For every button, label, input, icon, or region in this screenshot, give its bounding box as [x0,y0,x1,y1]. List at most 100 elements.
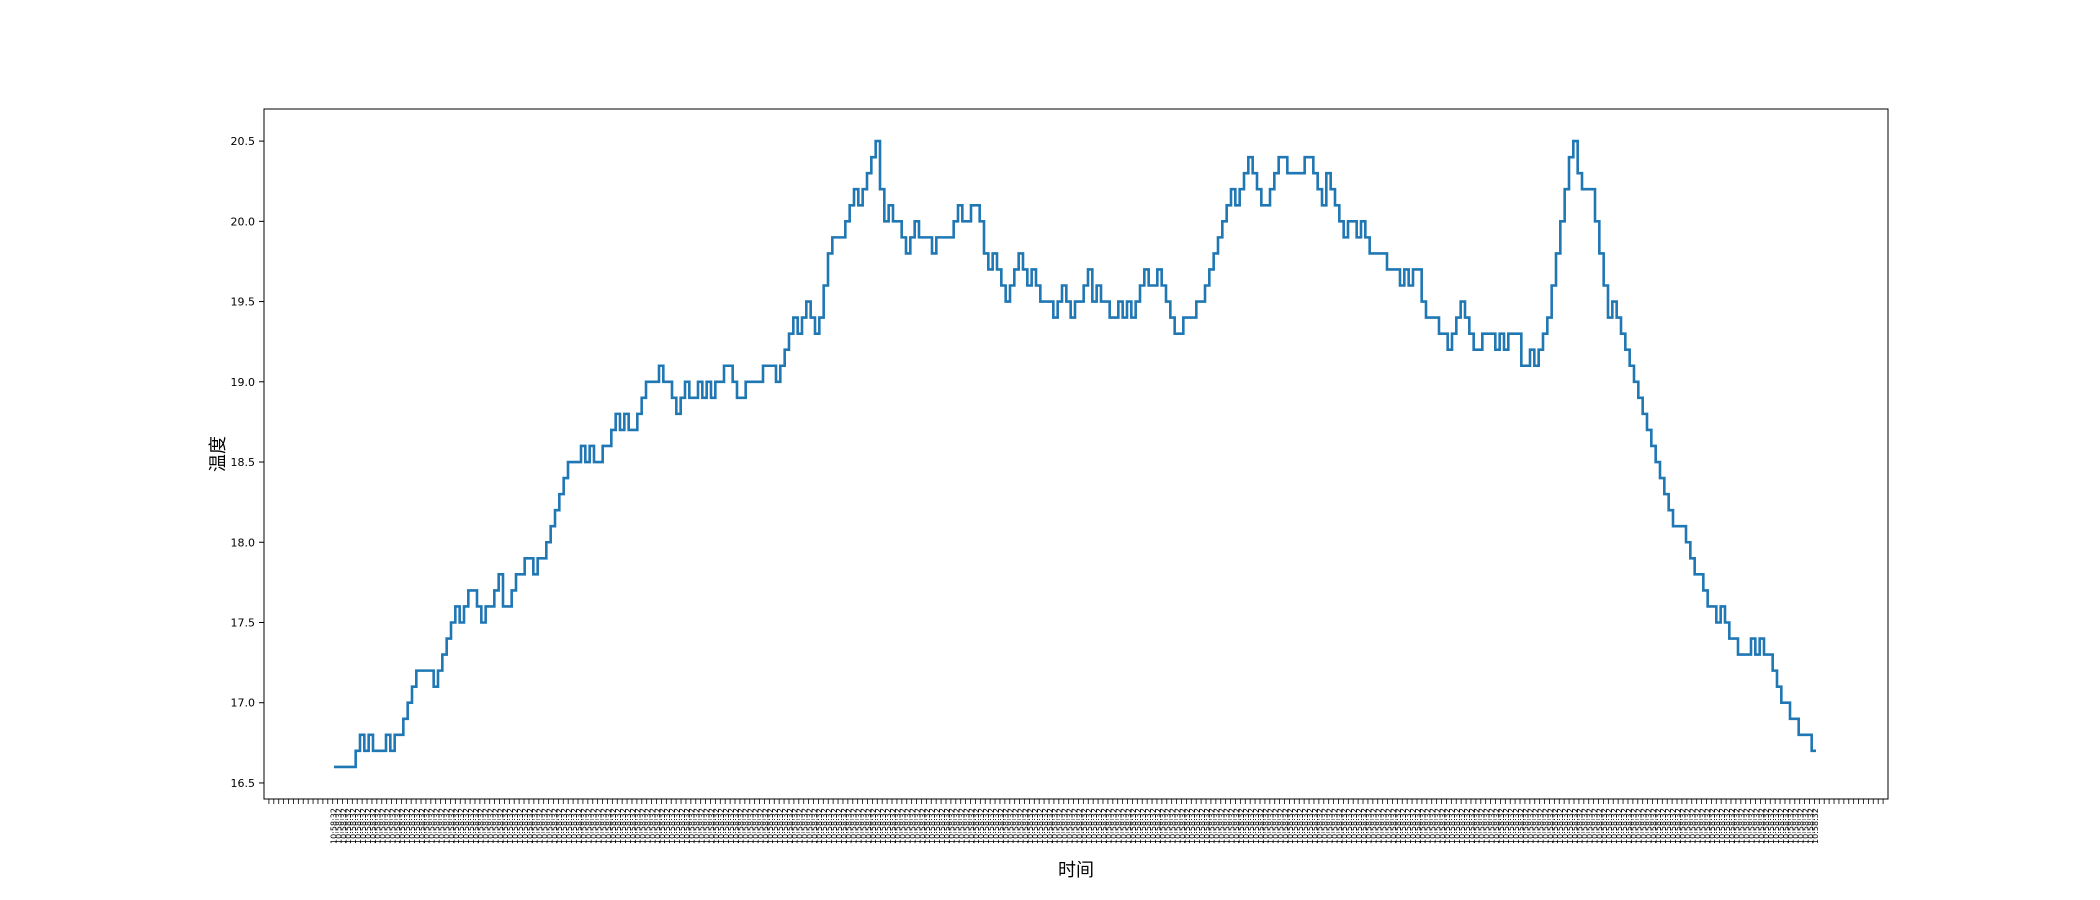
x-tick-label: 10:58:32 [1350,808,1359,844]
x-tick-label: 10:58:32 [1213,808,1222,844]
x-tick-label: 10:58:32 [722,808,731,844]
x-tick-label: 10:58:32 [1375,808,1384,844]
x-tick-label: 10:58:32 [369,808,378,844]
x-tick-label: 10:58:32 [1016,808,1025,844]
x-tick-label: 10:58:32 [1532,808,1541,844]
x-tick-label: 10:58:32 [1164,808,1173,844]
x-tick-label: 10:58:32 [712,808,721,844]
x-tick-label: 10:58:32 [1139,808,1148,844]
x-tick-label: 10:58:32 [354,808,363,844]
x-tick-label: 10:58:32 [1551,808,1560,844]
x-tick-label: 10:58:32 [1257,808,1266,844]
x-tick-label: 10:58:32 [496,808,505,844]
x-tick-label: 10:58:32 [1340,808,1349,844]
y-tick-label: 20.0 [231,215,256,228]
x-tick-label: 10:58:32 [516,808,525,844]
x-tick-label: 10:58:32 [1762,808,1771,844]
x-tick-label: 10:58:32 [585,808,594,844]
x-tick-label: 10:58:32 [1586,808,1595,844]
x-tick-label: 10:58:32 [805,808,814,844]
x-tick-label: 10:58:32 [1046,808,1055,844]
x-tick-label: 10:58:32 [1801,808,1810,844]
x-tick-label: 10:58:32 [997,808,1006,844]
x-tick-label: 10:58:32 [1272,808,1281,844]
x-tick-label: 10:58:32 [727,808,736,844]
x-tick-label: 10:58:32 [1065,808,1074,844]
x-tick-label: 10:58:32 [1262,808,1271,844]
x-tick-label: 10:58:32 [1394,808,1403,844]
x-tick-label: 10:58:32 [550,808,559,844]
x-tick-label: 10:58:32 [688,808,697,844]
x-tick-label: 10:58:32 [1296,808,1305,844]
x-tick-label: 10:58:32 [1036,808,1045,844]
x-tick-label: 10:58:32 [1325,808,1334,844]
x-tick-label: 10:58:32 [766,808,775,844]
x-tick-label: 10:58:32 [1468,808,1477,844]
x-tick-label: 10:58:32 [580,808,589,844]
x-tick-label: 10:58:32 [1433,808,1442,844]
x-tick-label: 10:58:32 [1124,808,1133,844]
x-tick-label: 10:58:32 [1384,808,1393,844]
x-axis-label: 时间 [1058,860,1094,881]
x-tick-label: 10:58:32 [560,808,569,844]
x-tick-label: 10:58:32 [1105,808,1114,844]
x-tick-label: 10:58:32 [1453,808,1462,844]
x-tick-label: 10:58:32 [1522,808,1531,844]
x-tick-label: 10:58:32 [1767,808,1776,844]
x-tick-label: 10:58:32 [521,808,530,844]
x-tick-label: 10:58:32 [776,808,785,844]
x-tick-label: 10:58:32 [1291,808,1300,844]
x-tick-label: 10:58:32 [918,808,927,844]
x-tick-label: 10:58:32 [977,808,986,844]
x-tick-label: 10:58:32 [1370,808,1379,844]
x-tick-label: 10:58:32 [388,808,397,844]
x-tick-label: 10:58:32 [1134,808,1143,844]
x-tick-label: 10:58:32 [629,808,638,844]
x-tick-label: 10:58:32 [634,808,643,844]
x-tick-label: 10:58:32 [1482,808,1491,844]
x-tick-label: 10:58:32 [668,808,677,844]
y-tick-label: 19.5 [231,296,256,309]
x-tick-label: 10:58:32 [1355,808,1364,844]
x-tick-label: 10:58:32 [1738,808,1747,844]
x-tick-label: 10:58:32 [428,808,437,844]
x-tick-label: 10:58:32 [1664,808,1673,844]
x-tick-label: 10:58:32 [1286,808,1295,844]
x-tick-label: 10:58:32 [1193,808,1202,844]
x-tick-label: 10:58:32 [707,808,716,844]
x-tick-label: 10:58:32 [653,808,662,844]
x-tick-label: 10:58:32 [1679,808,1688,844]
x-tick-label: 10:58:32 [1100,808,1109,844]
x-tick-label: 10:58:32 [364,808,373,844]
x-tick-label: 10:58:32 [1595,808,1604,844]
x-tick-label: 10:58:32 [1590,808,1599,844]
x-tick-label: 10:58:32 [1757,808,1766,844]
x-tick-label: 10:58:32 [1115,808,1124,844]
x-tick-label: 10:58:32 [1644,808,1653,844]
x-tick-label: 10:58:32 [953,808,962,844]
x-tick-label: 10:58:32 [1620,808,1629,844]
x-tick-label: 10:58:32 [1561,808,1570,844]
x-tick-label: 10:58:32 [894,808,903,844]
x-tick-label: 10:58:32 [1806,808,1815,844]
x-tick-label: 10:58:32 [374,808,383,844]
x-tick-label: 10:58:32 [1129,808,1138,844]
x-tick-label: 10:58:32 [874,808,883,844]
x-tick-label: 10:58:32 [663,808,672,844]
x-tick-label: 10:58:32 [673,808,682,844]
x-tick-label: 10:58:32 [859,808,868,844]
x-tick-label: 10:58:32 [604,808,613,844]
x-tick-label: 10:58:32 [624,808,633,844]
x-tick-label: 10:58:32 [781,808,790,844]
x-tick-label: 10:58:32 [835,808,844,844]
x-tick-label: 10:58:32 [442,808,451,844]
x-tick-label: 10:58:32 [1419,808,1428,844]
x-tick-label: 10:58:32 [825,808,834,844]
x-tick-label: 10:58:32 [1168,808,1177,844]
x-tick-label: 10:58:32 [1635,808,1644,844]
x-tick-label: 10:58:32 [1007,808,1016,844]
x-tick-label: 10:58:32 [810,808,819,844]
x-tick-label: 10:58:32 [1188,808,1197,844]
x-tick-label: 10:58:32 [771,808,780,844]
x-tick-label: 10:58:32 [1399,808,1408,844]
